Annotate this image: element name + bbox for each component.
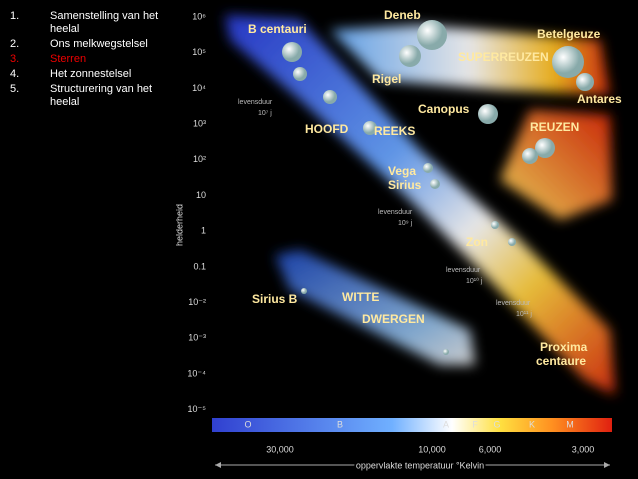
star-label: SUPERREUZEN — [458, 50, 549, 64]
y-tick-label: 10⁵ — [192, 47, 206, 57]
spectral-class: M — [566, 419, 574, 429]
sidebar: 1. Samenstelling van het heelal 2. Ons melk… — [0, 10, 170, 111]
list-number: 4. — [10, 68, 20, 80]
list-item[interactable]: 4. Het zonnestelsel — [0, 68, 170, 81]
y-tick-label: 10⁻³ — [188, 333, 206, 343]
list-number: 2. — [10, 38, 20, 50]
x-tick-label: 10,000 — [418, 444, 446, 454]
list-text: Samenstelling van het heelal — [50, 10, 159, 35]
spectral-class: G — [493, 419, 500, 429]
star-label: Vega — [388, 164, 416, 178]
list-text: Structurering van het heelal — [50, 83, 153, 108]
y-tick-label: 10⁴ — [192, 83, 206, 93]
star-label: Sirius B — [252, 292, 298, 306]
list-item[interactable]: 5. Structurering van het heelal — [0, 83, 170, 109]
stars — [282, 20, 594, 355]
lifetime-value: 10¹¹ j — [516, 311, 532, 318]
y-tick-label: 10⁻⁵ — [188, 404, 207, 414]
star-label: Betelgeuze — [537, 27, 601, 41]
star-label: B centauri — [248, 22, 307, 36]
lifetime-label: levensduur — [378, 209, 413, 216]
lifetime-label: levensduur — [446, 267, 481, 274]
star-label: centaure — [536, 354, 586, 368]
star-label: Deneb — [384, 8, 421, 22]
star-regions — [225, 15, 615, 395]
spectral-class: A — [443, 419, 449, 429]
list-text: Sterren — [50, 53, 87, 65]
list-number: 1. — [10, 10, 20, 22]
list-number: 5. — [10, 83, 20, 95]
spectral-class: B — [337, 419, 343, 429]
y-tick-label: 10³ — [193, 118, 206, 128]
x-axis-label: oppervlakte temperatuur °Kelvin — [356, 460, 484, 470]
spectral-bar — [212, 418, 612, 432]
spectral-class: O — [244, 419, 251, 429]
y-tick-label: 0.1 — [193, 261, 206, 271]
list-number: 3. — [10, 53, 20, 65]
y-tick-label: 10 — [196, 190, 206, 200]
x-tick-label: 3,000 — [572, 444, 595, 454]
lifetime-value: 10⁷ j — [258, 110, 272, 117]
lifetime-value: 10¹⁰ j — [466, 277, 483, 285]
star-label: Zon — [466, 235, 488, 249]
star-label: Rigel — [372, 72, 401, 86]
star-label: Proxima — [540, 340, 588, 354]
star-label: REEKS — [374, 124, 415, 138]
y-tick-label: 10² — [193, 154, 206, 164]
list-item[interactable]: 3. Sterren — [0, 53, 170, 66]
star-label: Antares — [577, 92, 622, 106]
star-label: WITTE — [342, 290, 379, 304]
y-axis-label: helderheid — [174, 204, 184, 246]
lifetime-label: levensduur — [496, 300, 531, 307]
list-item[interactable]: 2. Ons melkwegstelsel — [0, 38, 170, 51]
y-tick-label: 10⁻⁴ — [187, 368, 206, 378]
x-tick-label: 30,000 — [266, 444, 294, 454]
star-label: HOOFD — [305, 122, 349, 136]
lifetime-value: 10⁹ j — [398, 220, 413, 227]
list-text: Ons melkwegstelsel — [50, 38, 148, 50]
y-tick-label: 10⁻² — [188, 297, 206, 307]
lifetime-label: levensduur — [238, 99, 273, 106]
y-tick-label: 1 — [201, 226, 206, 236]
star-label: Sirius — [388, 178, 422, 192]
list-item[interactable]: 1. Samenstelling van het heelal — [0, 10, 170, 36]
list-text: Het zonnestelsel — [50, 68, 132, 80]
star-label: Canopus — [418, 102, 470, 116]
y-tick-label: 10⁶ — [192, 11, 206, 21]
star-label: REUZEN — [530, 120, 579, 134]
spectral-class: F — [472, 419, 478, 429]
star-label: DWERGEN — [362, 312, 425, 326]
x-tick-label: 6,000 — [479, 444, 502, 454]
spectral-class: K — [529, 419, 535, 429]
